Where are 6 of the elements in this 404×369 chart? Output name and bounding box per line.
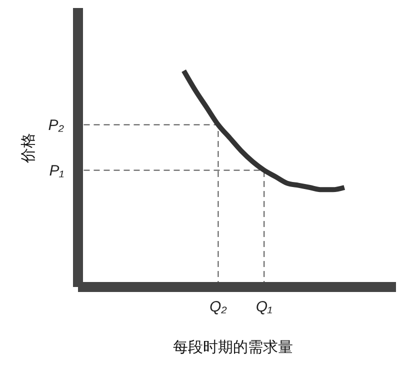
- ref-line-label: P₁: [49, 162, 64, 180]
- y-axis-title: 价格: [19, 133, 37, 164]
- x-tick-label: Q₂: [209, 298, 228, 316]
- ref-line-label: P₂: [48, 117, 64, 134]
- x-axis-title: 每段时期的需求量: [173, 338, 293, 356]
- x-tick-label: Q₁: [256, 298, 273, 316]
